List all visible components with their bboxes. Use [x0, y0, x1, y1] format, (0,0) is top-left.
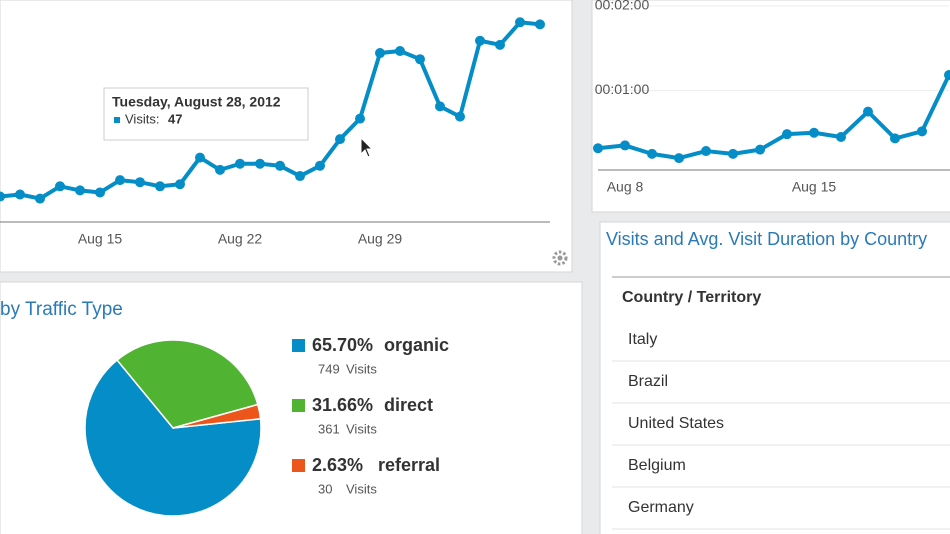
gear-teeth	[552, 250, 568, 266]
y-tick-label: 00:01:00	[595, 81, 650, 97]
point	[375, 48, 385, 59]
point	[863, 106, 873, 117]
legend-percent: 31.66%	[312, 395, 373, 415]
point	[701, 146, 711, 157]
table-title: Visits and Avg. Visit Duration by Countr…	[606, 229, 927, 249]
duration-panel	[591, 0, 950, 213]
point	[647, 148, 657, 159]
country-cell: United States	[628, 415, 724, 432]
point	[35, 193, 45, 204]
header-rule	[612, 276, 950, 278]
point	[295, 171, 305, 182]
point	[455, 111, 465, 122]
point	[475, 35, 485, 46]
point	[809, 127, 819, 138]
x-tick-label: Aug 15	[78, 231, 123, 247]
cursor	[360, 136, 374, 158]
pie-slice	[84, 358, 262, 517]
legend-visits: 749	[318, 361, 340, 376]
point	[415, 54, 425, 65]
point	[755, 144, 765, 155]
legend-swatch	[292, 399, 305, 412]
legend-visits-label: Visits	[346, 421, 377, 436]
country-cell: Belgium	[628, 457, 686, 474]
point	[435, 101, 445, 112]
point	[593, 143, 603, 154]
point	[195, 152, 205, 163]
point	[836, 131, 846, 142]
point	[495, 39, 505, 50]
point	[255, 158, 265, 169]
point	[0, 191, 5, 202]
legend-visits-label: Visits	[346, 481, 377, 496]
point	[315, 160, 325, 171]
legend-visits-label: Visits	[346, 361, 377, 376]
point	[355, 113, 365, 124]
country-cell: Germany	[628, 499, 694, 516]
point	[782, 129, 792, 140]
legend-name: referral	[378, 455, 440, 475]
point	[728, 148, 738, 159]
legend-swatch	[292, 339, 305, 352]
legend-visits: 361	[318, 421, 340, 436]
point	[275, 160, 285, 171]
x-tick-label: Aug 29	[358, 231, 403, 247]
pie-slice	[172, 403, 262, 429]
gear-hub	[557, 255, 563, 261]
point	[175, 179, 185, 190]
point	[917, 126, 927, 137]
legend-visits: 30	[318, 481, 332, 496]
point	[115, 175, 125, 186]
point	[15, 189, 25, 200]
x-tick-label: Aug 22	[218, 231, 263, 247]
tooltip-box	[103, 87, 309, 141]
tooltip-swatch	[114, 117, 120, 123]
country-cell: Italy	[628, 331, 657, 348]
tooltip-value: 47	[168, 111, 182, 126]
pie-title: by Traffic Type	[0, 299, 123, 320]
legend-name: organic	[384, 335, 449, 355]
line	[0, 20, 541, 201]
pie-slice	[116, 339, 259, 429]
legend-swatch	[292, 459, 305, 472]
country-panel	[599, 221, 950, 534]
tooltip-label: Visits:	[125, 111, 159, 126]
tooltip-title: Tuesday, August 28, 2012	[112, 94, 281, 110]
point	[235, 158, 245, 169]
y-tick-label: 00:02:00	[595, 0, 650, 13]
legend-percent: 2.63%	[312, 455, 363, 475]
point	[155, 181, 165, 192]
legend-percent: 65.70%	[312, 335, 373, 355]
x-tick-label: Aug 8	[607, 179, 644, 195]
point	[674, 153, 684, 164]
point	[135, 177, 145, 188]
country-cell: Brazil	[628, 373, 668, 390]
gear-icon[interactable]	[552, 250, 568, 266]
point	[215, 164, 225, 175]
legend-name: direct	[384, 395, 433, 415]
point	[75, 185, 85, 196]
point	[95, 187, 105, 198]
point	[395, 46, 405, 56]
point	[620, 140, 630, 151]
point	[55, 181, 65, 192]
point	[335, 134, 345, 145]
point	[515, 17, 525, 28]
x-tick-label: Aug 15	[792, 179, 837, 195]
point	[944, 70, 950, 81]
point	[535, 19, 545, 30]
tooltip: Tuesday, August 28, 2012 Visits: 47	[103, 87, 309, 141]
point	[890, 133, 900, 144]
table-header: Country / Territory	[622, 289, 761, 306]
